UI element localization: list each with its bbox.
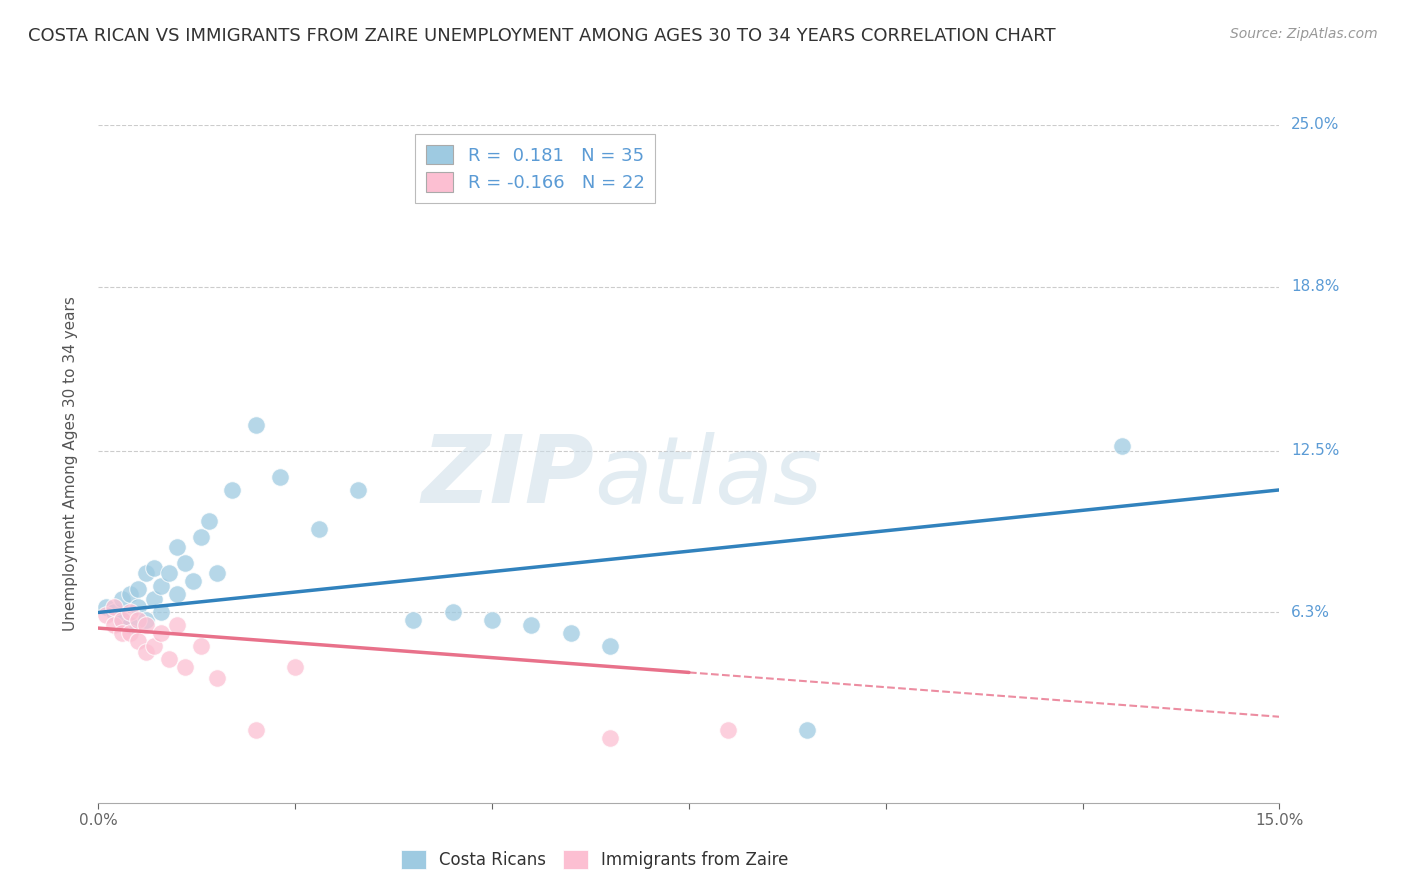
Point: [96, 608, 118, 623]
Point: [205, 566, 228, 581]
Point: [402, 613, 425, 627]
Point: [157, 566, 180, 581]
Point: [520, 618, 543, 632]
Point: [190, 530, 212, 544]
Point: [150, 626, 173, 640]
Point: [157, 652, 180, 666]
Point: [441, 606, 464, 620]
Point: [796, 723, 818, 737]
Point: [103, 606, 125, 620]
Point: [166, 587, 188, 601]
Point: [269, 470, 291, 484]
Point: [245, 723, 267, 737]
Point: [1111, 439, 1133, 453]
Text: COSTA RICAN VS IMMIGRANTS FROM ZAIRE UNEMPLOYMENT AMONG AGES 30 TO 34 YEARS CORR: COSTA RICAN VS IMMIGRANTS FROM ZAIRE UNE…: [28, 27, 1056, 45]
Point: [142, 592, 165, 607]
Point: [127, 582, 149, 596]
Point: [142, 561, 165, 575]
Point: [245, 417, 267, 432]
Point: [135, 566, 157, 581]
Point: [599, 640, 621, 654]
Point: [481, 613, 503, 627]
Point: [205, 671, 228, 685]
Text: ZIP: ZIP: [422, 432, 595, 524]
Point: [347, 483, 370, 497]
Point: [118, 587, 141, 601]
Text: Source: ZipAtlas.com: Source: ZipAtlas.com: [1230, 27, 1378, 41]
Legend: Costa Ricans, Immigrants from Zaire: Costa Ricans, Immigrants from Zaire: [394, 844, 794, 876]
Point: [103, 618, 125, 632]
Point: [150, 579, 173, 593]
Point: [150, 606, 173, 620]
Point: [166, 618, 188, 632]
Point: [118, 606, 141, 620]
Point: [135, 613, 157, 627]
Point: [111, 613, 134, 627]
Point: [174, 660, 197, 674]
Point: [135, 618, 157, 632]
Text: 18.8%: 18.8%: [1291, 279, 1340, 294]
Point: [103, 600, 125, 615]
Y-axis label: Unemployment Among Ages 30 to 34 years: Unemployment Among Ages 30 to 34 years: [63, 296, 77, 632]
Point: [111, 626, 134, 640]
Point: [96, 600, 118, 615]
Point: [599, 731, 621, 745]
Text: 6.3%: 6.3%: [1291, 605, 1330, 620]
Point: [717, 723, 740, 737]
Text: 12.5%: 12.5%: [1291, 443, 1340, 458]
Text: 25.0%: 25.0%: [1291, 118, 1340, 132]
Point: [142, 640, 165, 654]
Point: [127, 600, 149, 615]
Point: [111, 592, 134, 607]
Point: [135, 644, 157, 658]
Point: [560, 626, 582, 640]
Point: [308, 522, 330, 536]
Point: [181, 574, 204, 589]
Point: [166, 541, 188, 555]
Text: atlas: atlas: [595, 432, 823, 523]
Point: [127, 613, 149, 627]
Point: [118, 626, 141, 640]
Point: [190, 640, 212, 654]
Point: [118, 618, 141, 632]
Point: [284, 660, 307, 674]
Point: [221, 483, 243, 497]
Point: [174, 556, 197, 570]
Point: [127, 634, 149, 648]
Point: [197, 514, 219, 528]
Point: [111, 613, 134, 627]
